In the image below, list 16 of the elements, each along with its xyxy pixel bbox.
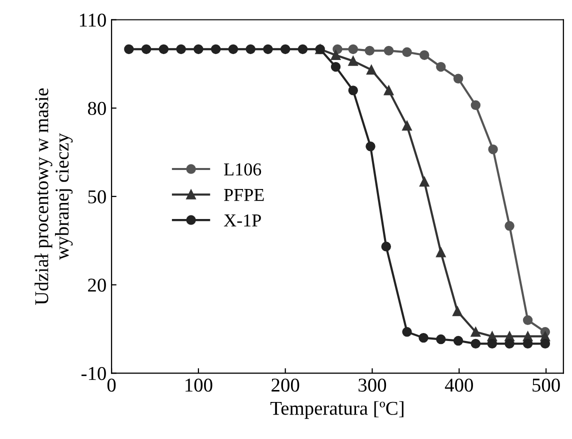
x-axis-title: Temperatura [ºC] [270, 401, 404, 419]
y-tick-label: 20 [88, 278, 106, 292]
x-tick-label: 0 [107, 378, 116, 392]
legend-label: PFPE [224, 189, 264, 201]
y-tick-label: 110 [80, 14, 106, 27]
x-tick-label: 200 [272, 378, 300, 392]
x-tick-label: 400 [444, 378, 473, 392]
y-axis-title: Udział procentowy w masie wybranej cieczy [34, 88, 73, 305]
legend-label: X-1P [224, 214, 261, 226]
x-tick-label: 100 [186, 378, 212, 392]
y-tick-label: -10 [81, 366, 106, 380]
y-tick-label: 80 [88, 102, 106, 116]
x-tick-label: 300 [358, 378, 386, 392]
x-tick-label: 500 [532, 378, 560, 392]
legend-label: L106 [224, 163, 262, 176]
y-tick-label: 50 [88, 190, 106, 204]
